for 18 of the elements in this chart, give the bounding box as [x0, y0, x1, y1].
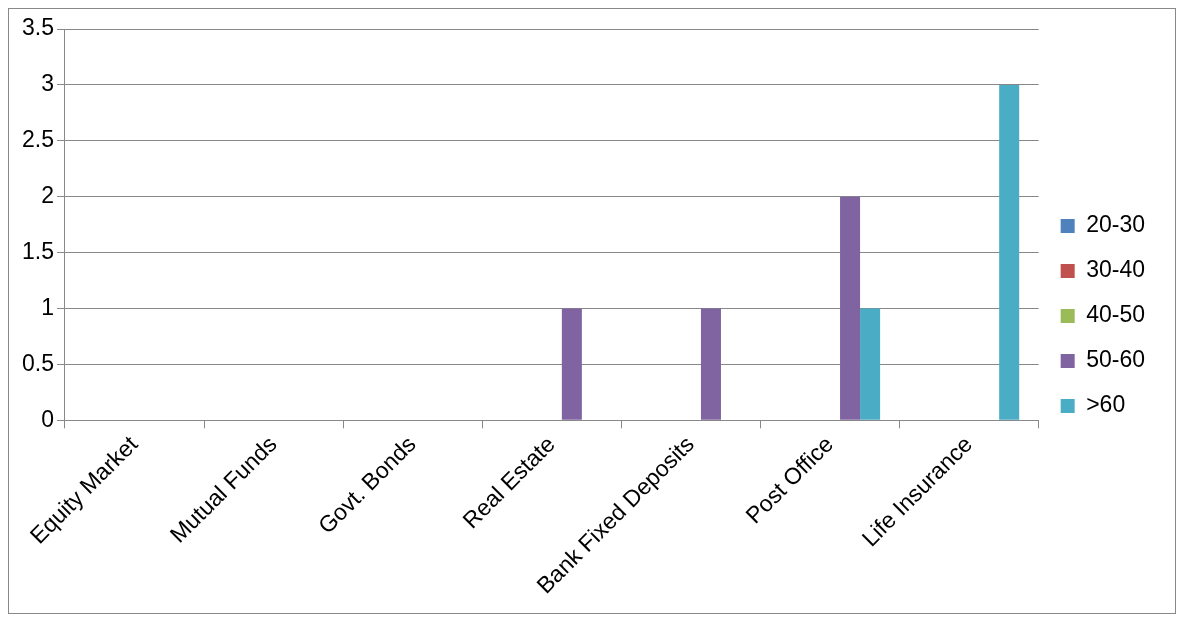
bar — [561, 308, 582, 420]
legend-label: 30-40 — [1086, 256, 1145, 283]
bar — [840, 196, 861, 420]
y-tick-label: 1.5 — [21, 237, 54, 264]
y-tick-label: 0.5 — [21, 349, 54, 376]
y-tick-label: 3.5 — [21, 14, 54, 41]
y-tick-label: 3 — [41, 70, 54, 97]
legend-label: 40-50 — [1086, 301, 1145, 328]
bar — [700, 308, 721, 420]
y-tick-label: 1 — [41, 293, 54, 320]
y-tick-label: 2 — [41, 182, 54, 209]
legend-label: 20-30 — [1086, 211, 1145, 238]
legend-label: >60 — [1086, 391, 1126, 418]
y-tick-label: 2.5 — [21, 126, 54, 153]
legend-label: 50-60 — [1086, 346, 1145, 373]
bar — [999, 84, 1020, 420]
bar — [860, 308, 881, 420]
y-tick-label: 0 — [41, 405, 54, 432]
